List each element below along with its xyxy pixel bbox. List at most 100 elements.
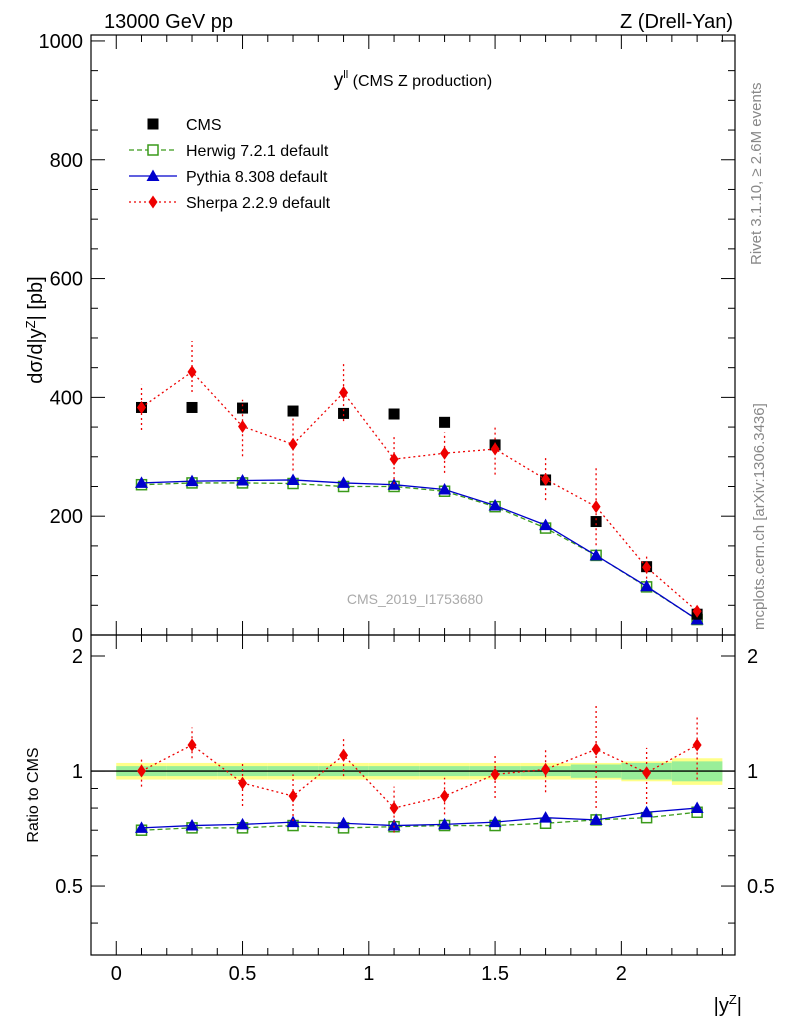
main-series xyxy=(135,340,704,626)
ratio-sherpa-point xyxy=(541,762,551,776)
header-right-label: Z (Drell-Yan) xyxy=(620,11,733,33)
ratio-ytick-label-right: 2 xyxy=(747,646,758,668)
x-tick-label: 1.5 xyxy=(481,963,509,985)
main-ytick-label: 0 xyxy=(72,625,83,647)
main-sherpa-line xyxy=(141,370,698,612)
main-cms-point xyxy=(186,401,198,413)
main-sherpa-point xyxy=(440,446,450,460)
x-axis-label-main: |y xyxy=(714,995,729,1017)
x-tick-label: 0.5 xyxy=(229,963,257,985)
legend-cms-marker xyxy=(147,118,159,130)
main-pythia-point xyxy=(438,482,452,495)
main-pythia-point xyxy=(640,579,654,592)
main-pythia-point xyxy=(185,474,199,487)
ratio-pythia-point xyxy=(488,815,502,828)
main-title-sup: ll xyxy=(343,69,348,81)
x-tick-label: 0 xyxy=(111,963,122,985)
main-pythia-point xyxy=(337,476,351,488)
main-pythia-point xyxy=(286,473,300,485)
main-sherpa-point xyxy=(288,437,298,451)
main-cms-point xyxy=(237,402,249,414)
ratio-sherpa-line xyxy=(141,744,698,809)
legend-pythia-label: Pythia 8.308 default xyxy=(186,169,328,186)
ratio-sherpa-point xyxy=(591,742,601,756)
main-sherpa-point xyxy=(642,560,652,574)
main-cms-point xyxy=(590,516,602,528)
analysis-watermark: CMS_2019_I1753680 xyxy=(347,591,483,607)
legend-sherpa-label: Sherpa 2.2.9 default xyxy=(186,195,331,212)
x-axis-label-sup: Z xyxy=(729,992,737,1007)
main-ytick-label: 1000 xyxy=(39,31,84,53)
ratio-sherpa-point xyxy=(490,767,500,781)
ratio-pythia-point xyxy=(539,811,553,823)
ratio-series xyxy=(135,704,704,836)
main-ylabel-rest: | [pb] xyxy=(25,276,47,320)
ratio-pythia-point xyxy=(135,821,149,833)
ratio-pythia-point xyxy=(337,816,351,829)
ratio-pythia-point xyxy=(286,815,300,828)
main-ytick-label: 800 xyxy=(50,150,83,172)
main-sherpa-point xyxy=(339,386,349,400)
main-herwig-line xyxy=(141,482,698,621)
legend-pythia-marker xyxy=(146,169,160,181)
main-pythia-point xyxy=(539,518,553,531)
ratio-pythia-point xyxy=(387,819,401,831)
ratio-sherpa-point xyxy=(692,738,702,752)
main-sherpa-point xyxy=(541,472,551,486)
ratio-sherpa-point xyxy=(440,789,450,803)
ratio-ytick-label: 2 xyxy=(72,646,83,668)
main-cms-point xyxy=(338,407,350,419)
main-title: yll (CMS Z production) xyxy=(334,69,492,91)
ratio-sherpa-point xyxy=(288,789,298,803)
ratio-pythia-point xyxy=(690,801,704,814)
main-sherpa-point xyxy=(692,604,702,618)
ratio-frame xyxy=(90,634,736,956)
legend-sherpa-marker xyxy=(148,195,158,209)
ratio-pythia-point xyxy=(438,817,452,830)
ratio-pythia-point xyxy=(589,813,603,825)
main-sherpa-point xyxy=(389,452,399,466)
main-sherpa-point xyxy=(137,400,147,414)
main-ytick-label: 400 xyxy=(50,387,83,409)
ratio-herwig-line xyxy=(141,811,698,831)
main-pythia-point xyxy=(135,476,149,488)
main-sherpa-point xyxy=(187,365,197,379)
x-tick-label: 2 xyxy=(616,963,627,985)
ratio-ytick-label: 1 xyxy=(72,761,83,783)
main-ticks: 0 200 400 600 800 1000 xyxy=(39,31,735,647)
main-pythia-point xyxy=(236,474,250,486)
ratio-pythia-point xyxy=(236,817,250,830)
main-ylabel-sup: Z xyxy=(23,320,38,328)
ratio-sherpa-point xyxy=(339,748,349,762)
legend-herwig-label: Herwig 7.2.1 default xyxy=(186,143,329,160)
ratio-sherpa-point xyxy=(238,776,248,790)
main-cms-point xyxy=(388,408,400,420)
ratio-ytick-label-right: 1 xyxy=(747,761,758,783)
header-left-label: 13000 GeV pp xyxy=(104,11,233,33)
main-title-main: y xyxy=(334,70,344,91)
main-panel: yll (CMS Z production) CMS_2019_I1753680… xyxy=(39,31,736,647)
main-title-rest: (CMS Z production) xyxy=(348,73,492,90)
ratio-pythia-line xyxy=(141,807,698,829)
main-ytick-label: 600 xyxy=(50,269,83,291)
x-axis-label: |yZ| xyxy=(714,992,742,1017)
ratio-sherpa-point xyxy=(389,801,399,815)
ratio-pythia-point xyxy=(640,805,654,818)
main-pythia-point xyxy=(589,548,603,561)
ratio-sherpa-point xyxy=(187,738,197,752)
ratio-sherpa-point xyxy=(642,766,652,780)
ratio-ytick-label: 0.5 xyxy=(55,876,83,898)
ratio-panel: 0.5 0.5 1 1 2 2 xyxy=(55,634,775,956)
main-pythia-line xyxy=(141,479,698,621)
main-cms-point xyxy=(439,416,451,428)
main-sherpa-point xyxy=(238,419,248,433)
main-sherpa-point xyxy=(490,442,500,456)
x-axis-label-rest: | xyxy=(737,995,742,1017)
ratio-ticks: 0.5 0.5 1 1 2 2 xyxy=(55,646,775,924)
ratio-ytick-label-right: 0.5 xyxy=(747,876,775,898)
main-ytick-label: 200 xyxy=(50,506,83,528)
main-cms-point xyxy=(287,405,299,417)
mcplots-label: mcplots.cern.ch [arXiv:1306.3436] xyxy=(751,403,768,630)
ratio-ylabel: Ratio to CMS xyxy=(25,747,42,842)
